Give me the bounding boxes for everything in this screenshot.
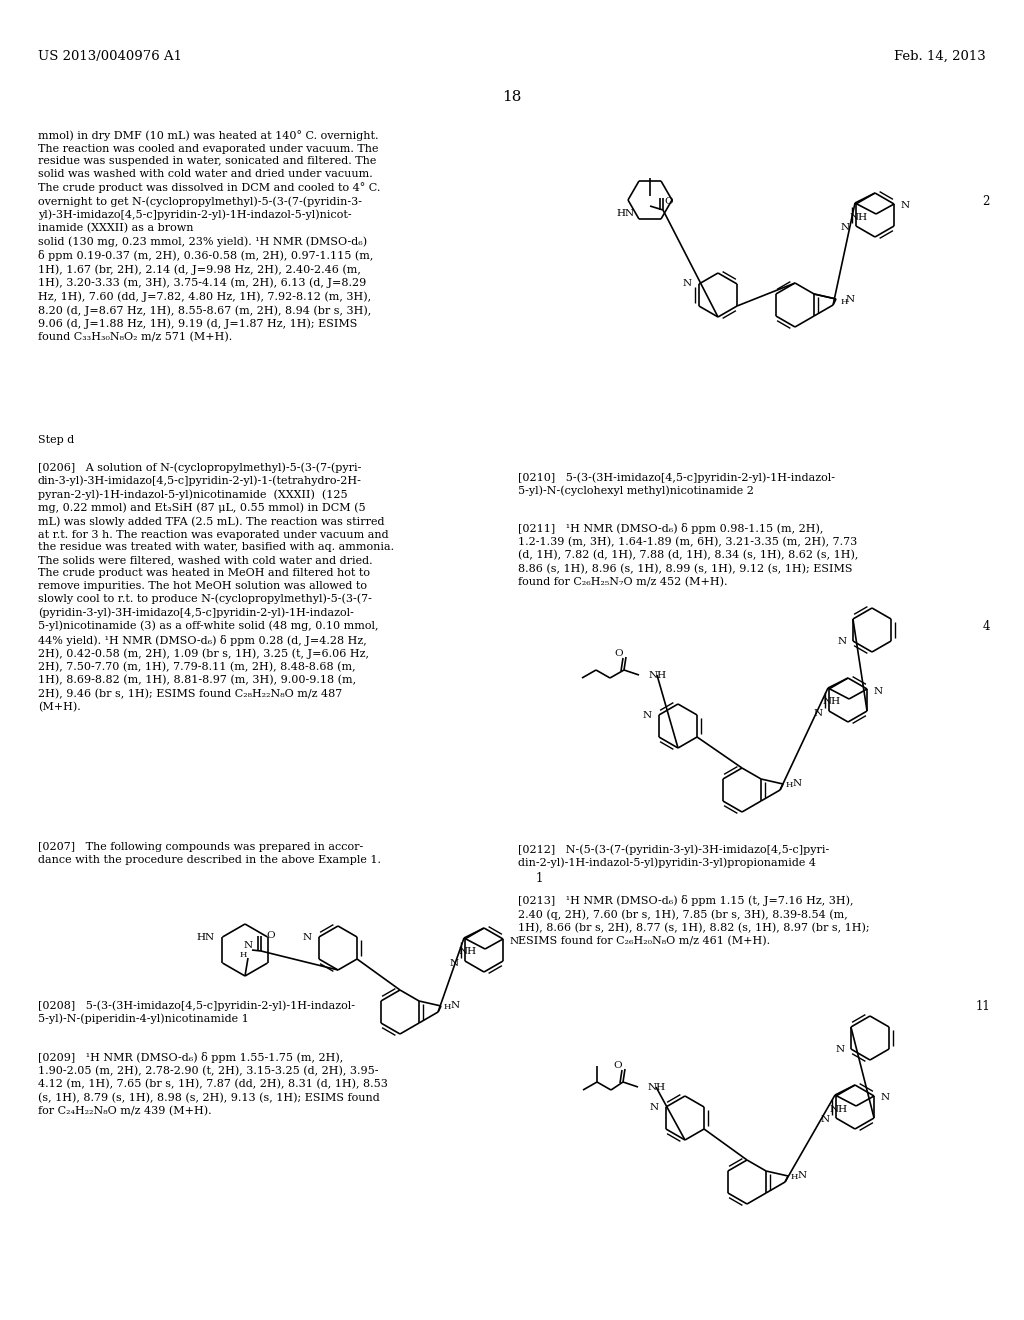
Text: O: O bbox=[613, 1060, 623, 1069]
Text: N: N bbox=[683, 280, 692, 289]
Text: N: N bbox=[643, 710, 652, 719]
Text: Step d: Step d bbox=[38, 436, 75, 445]
Text: 11: 11 bbox=[975, 1001, 990, 1012]
Text: N: N bbox=[792, 780, 801, 788]
Text: N: N bbox=[450, 958, 459, 968]
Text: [0208]   5-(3-(3H-imidazo[4,5-c]pyridin-2-yl)-1H-indazol-
5-yl)-N-(piperidin-4-y: [0208] 5-(3-(3H-imidazo[4,5-c]pyridin-2-… bbox=[38, 1001, 355, 1024]
Text: H: H bbox=[791, 1173, 798, 1181]
Text: H: H bbox=[443, 1003, 451, 1011]
Text: mmol) in dry DMF (10 mL) was heated at 140° C. overnight.
The reaction was coole: mmol) in dry DMF (10 mL) was heated at 1… bbox=[38, 129, 380, 342]
Text: 2: 2 bbox=[983, 195, 990, 209]
Text: [0210]   5-(3-(3H-imidazo[4,5-c]pyridin-2-yl)-1H-indazol-
5-yl)-N-(cyclohexyl me: [0210] 5-(3-(3H-imidazo[4,5-c]pyridin-2-… bbox=[518, 473, 835, 496]
Text: N: N bbox=[836, 1044, 845, 1053]
Text: [0211]   ¹H NMR (DMSO-d₆) δ ppm 0.98-1.15 (m, 2H),
1.2-1.39 (m, 3H), 1.64-1.89 (: [0211] ¹H NMR (DMSO-d₆) δ ppm 0.98-1.15 … bbox=[518, 523, 858, 587]
Text: N: N bbox=[244, 941, 253, 950]
Text: [0209]   ¹H NMR (DMSO-d₆) δ ppm 1.55-1.75 (m, 2H),
1.90-2.05 (m, 2H), 2.78-2.90 : [0209] ¹H NMR (DMSO-d₆) δ ppm 1.55-1.75 … bbox=[38, 1052, 388, 1115]
Text: 18: 18 bbox=[503, 90, 521, 104]
Text: N: N bbox=[873, 686, 883, 696]
Text: N: N bbox=[814, 709, 823, 718]
Text: [0206]   A solution of N-(cyclopropylmethyl)-5-(3-(7-(pyri-
din-3-yl)-3H-imidazo: [0206] A solution of N-(cyclopropylmethy… bbox=[38, 462, 394, 713]
Text: HN: HN bbox=[197, 932, 214, 941]
Text: Feb. 14, 2013: Feb. 14, 2013 bbox=[894, 50, 986, 63]
Text: N: N bbox=[880, 1093, 889, 1102]
Text: H: H bbox=[785, 781, 793, 789]
Text: NH: NH bbox=[459, 948, 477, 957]
Text: US 2013/0040976 A1: US 2013/0040976 A1 bbox=[38, 50, 182, 63]
Text: O: O bbox=[614, 648, 624, 657]
Text: NH: NH bbox=[829, 1105, 848, 1114]
Text: [0207]   The following compounds was prepared in accor-
dance with the procedure: [0207] The following compounds was prepa… bbox=[38, 842, 381, 865]
Text: N: N bbox=[900, 202, 909, 210]
Text: NH: NH bbox=[648, 1082, 667, 1092]
Text: [0213]   ¹H NMR (DMSO-d₆) δ ppm 1.15 (t, J=7.16 Hz, 3H),
2.40 (q, 2H), 7.60 (br : [0213] ¹H NMR (DMSO-d₆) δ ppm 1.15 (t, J… bbox=[518, 895, 869, 946]
Text: N: N bbox=[838, 636, 847, 645]
Text: N: N bbox=[797, 1172, 806, 1180]
Text: N: N bbox=[451, 1002, 459, 1011]
Text: O: O bbox=[266, 932, 274, 940]
Text: H: H bbox=[240, 950, 247, 960]
Text: NH: NH bbox=[823, 697, 841, 706]
Text: 1: 1 bbox=[536, 873, 544, 884]
Text: N: N bbox=[303, 932, 312, 941]
Text: N: N bbox=[821, 1115, 829, 1125]
Text: HN: HN bbox=[616, 210, 635, 219]
Text: NH: NH bbox=[850, 213, 868, 222]
Text: N: N bbox=[509, 936, 518, 945]
Text: NH: NH bbox=[649, 671, 667, 680]
Text: N: N bbox=[841, 223, 850, 232]
Text: 4: 4 bbox=[982, 620, 990, 634]
Text: O: O bbox=[665, 198, 674, 206]
Text: N: N bbox=[845, 294, 854, 304]
Text: N: N bbox=[650, 1102, 659, 1111]
Text: [0212]   N-(5-(3-(7-(pyridin-3-yl)-3H-imidazo[4,5-c]pyri-
din-2-yl)-1H-indazol-5: [0212] N-(5-(3-(7-(pyridin-3-yl)-3H-imid… bbox=[518, 843, 829, 869]
Text: H: H bbox=[840, 298, 848, 306]
